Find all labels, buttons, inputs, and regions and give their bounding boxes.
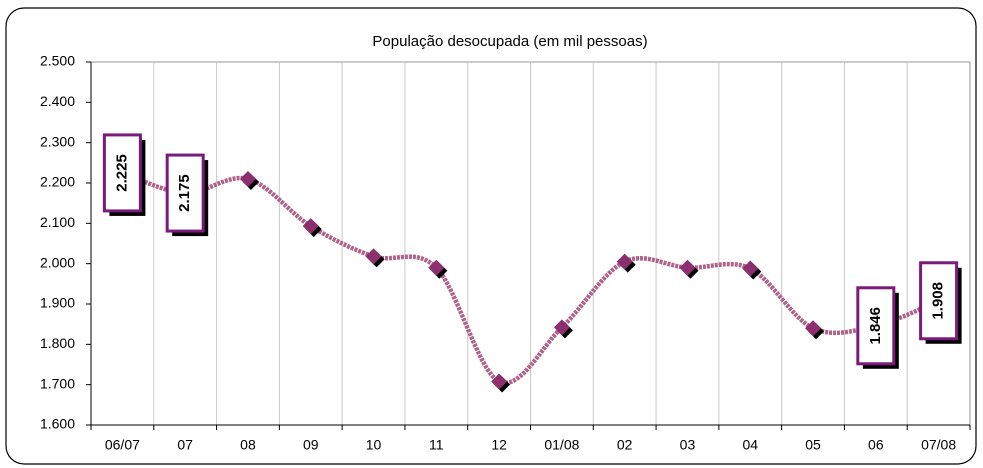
x-tick-label: 04 bbox=[742, 437, 758, 453]
marker bbox=[491, 373, 508, 390]
x-tick-label: 12 bbox=[491, 437, 507, 453]
label-box bbox=[919, 261, 959, 341]
data-label: 1.908 bbox=[930, 282, 947, 320]
label-box bbox=[102, 133, 142, 213]
y-tick-label: 2.200 bbox=[40, 174, 75, 190]
marker bbox=[742, 260, 759, 277]
x-tick-label: 06 bbox=[868, 437, 884, 453]
y-tick-label: 1.900 bbox=[40, 295, 75, 311]
point bbox=[302, 218, 322, 238]
marker bbox=[679, 259, 696, 276]
y-tick-label: 2.400 bbox=[40, 93, 75, 109]
x-tick-label: 03 bbox=[680, 437, 696, 453]
point bbox=[365, 248, 385, 268]
label-box bbox=[165, 153, 205, 233]
y-tick-label: 1.700 bbox=[40, 375, 75, 391]
x-tick-label: 08 bbox=[240, 437, 256, 453]
point bbox=[679, 259, 699, 279]
point bbox=[491, 373, 511, 393]
marker bbox=[805, 320, 822, 337]
marker bbox=[239, 170, 256, 187]
point bbox=[742, 260, 762, 280]
marker bbox=[302, 218, 319, 235]
point bbox=[553, 319, 573, 339]
marker bbox=[616, 253, 633, 270]
x-tick-label: 10 bbox=[366, 437, 382, 453]
y-tick-label: 2.100 bbox=[40, 214, 75, 230]
y-tick-label: 2.000 bbox=[40, 254, 75, 270]
point bbox=[239, 170, 259, 190]
data-line bbox=[121, 170, 940, 386]
data-label: 1.846 bbox=[867, 307, 884, 345]
data-label-box: 2.175 bbox=[165, 153, 209, 237]
point bbox=[805, 320, 825, 340]
data-label-box: 1.908 bbox=[919, 261, 962, 344]
x-tick-label: 07 bbox=[177, 437, 193, 453]
data-label: 2.175 bbox=[176, 174, 193, 212]
y-tick-label: 1.600 bbox=[40, 416, 75, 432]
data-label-box: 1.846 bbox=[856, 286, 899, 369]
x-tick-label: 05 bbox=[805, 437, 821, 453]
x-tick-label: 07/08 bbox=[921, 437, 956, 453]
y-tick-label: 2.300 bbox=[40, 133, 75, 149]
label-box bbox=[856, 286, 896, 366]
marker bbox=[365, 248, 382, 265]
marker bbox=[428, 259, 445, 276]
marker bbox=[553, 319, 570, 336]
point bbox=[616, 253, 636, 273]
point bbox=[428, 259, 448, 279]
y-tick-label: 1.800 bbox=[40, 335, 75, 351]
x-tick-label: 11 bbox=[429, 437, 444, 453]
x-tick-label: 01/08 bbox=[544, 437, 579, 453]
x-tick-label: 02 bbox=[617, 437, 633, 453]
x-tick-label: 06/07 bbox=[105, 437, 140, 453]
data-label: 2.225 bbox=[113, 154, 130, 192]
y-tick-label: 2.500 bbox=[40, 53, 75, 69]
data-label-box: 2.225 bbox=[102, 133, 146, 216]
chart-title: População desocupada (em mil pessoas) bbox=[372, 33, 647, 50]
x-tick-label: 09 bbox=[303, 437, 319, 453]
